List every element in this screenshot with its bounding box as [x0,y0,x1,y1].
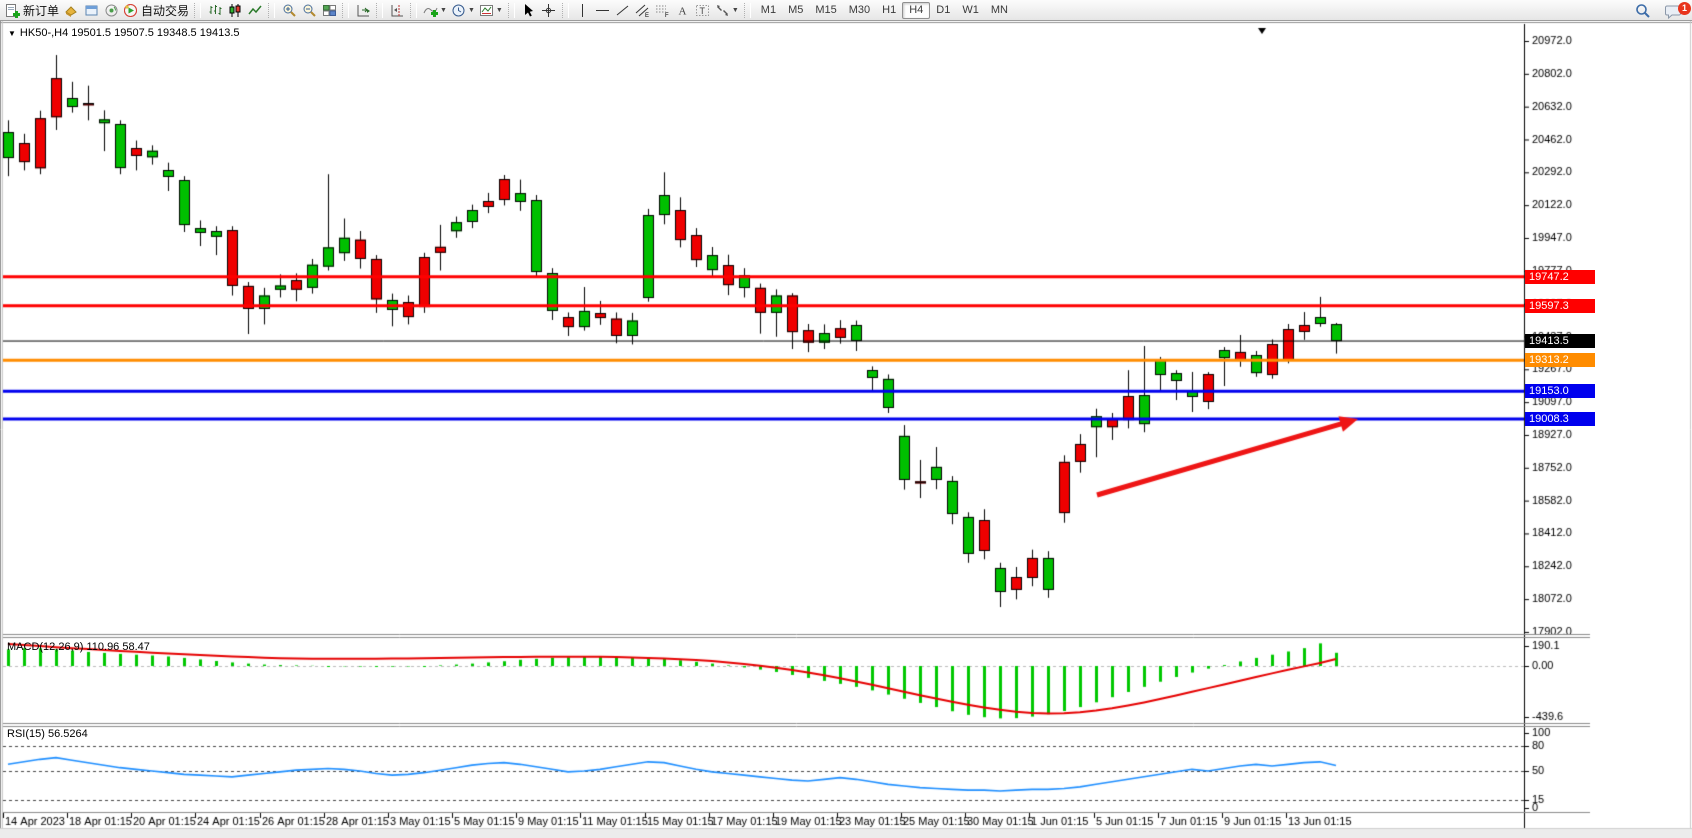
periods-button[interactable]: ▼ [449,1,477,19]
toolbar-separator [268,2,276,18]
text-icon: A [675,3,690,18]
search-button[interactable] [1633,2,1653,20]
signal-button[interactable] [101,1,121,19]
notifications-button[interactable]: 1 [1663,1,1691,20]
chevron-down-icon: ▼ [467,6,475,14]
horizontal-line-icon [595,3,610,18]
indicators-icon [423,3,439,18]
tile-windows-icon [322,3,337,18]
autotrading-icon [123,3,138,18]
candlestick-chart-icon [228,3,243,18]
timeframe-button-m30[interactable]: M30 [848,4,871,16]
zoom-in-icon [282,3,297,18]
templates-icon [479,3,494,18]
new-order-label: 新订单 [23,3,60,18]
timeframe-group: M1 M5 M15 M30 H1 H4 D1 W1 MN [755,1,1014,19]
toolbar: 新订单 自动交易 ▼ ▼ ▼ E F A T ▼ M1 M5 M15 M30 H1 H4 D… [0,0,1692,21]
notification-badge: 1 [1678,1,1691,15]
price-label-19747.2: 19747.2 [1525,269,1595,284]
candlestick-chart-button[interactable] [225,1,245,19]
timeframe-button-m5[interactable]: M5 [788,4,804,16]
svg-text:A: A [679,5,687,17]
toolbar-separator [194,2,202,18]
timeframe-button-h1[interactable]: H1 [882,4,897,16]
price-chart-canvas[interactable] [0,21,1692,838]
price-label-19413.5: 19413.5 [1525,334,1595,349]
chart-shift-button[interactable] [387,1,407,19]
clock-icon [451,3,466,18]
quotes-button[interactable] [61,1,81,19]
bar-chart-button[interactable] [205,1,225,19]
zoom-in-button[interactable] [279,1,299,19]
quotes-icon [64,3,79,18]
svg-text:E: E [645,13,649,18]
timeframe-button-d1[interactable]: D1 [936,4,951,16]
equidistant-channel-icon: E [635,3,650,18]
fibonacci-icon: F [655,3,670,18]
zoom-out-icon [302,3,317,18]
templates-button[interactable]: ▼ [477,1,505,19]
vertical-line-icon [575,3,590,18]
timeframe-button-h4[interactable]: H4 [902,1,931,19]
line-chart-button[interactable] [245,1,265,19]
toolbar-separator [743,2,751,18]
svg-text:F: F [665,13,669,18]
indicators-button[interactable]: ▼ [421,1,449,19]
arrows-button[interactable]: ▼ [713,1,741,19]
zoom-out-button[interactable] [299,1,319,19]
auto-scroll-button[interactable] [353,1,373,19]
price-label-19597.3: 19597.3 [1525,298,1595,313]
rsi-indicator-label: RSI(15) 56.5264 [7,728,88,740]
window-menu-icon[interactable]: ▼ [8,28,16,38]
fibonacci-button[interactable]: F [653,1,673,19]
timeframe-button-w1[interactable]: W1 [962,4,979,16]
crosshair-button[interactable] [539,1,559,19]
text-label-button[interactable]: T [693,1,713,19]
cursor-icon [521,3,536,18]
toolbar-separator [342,2,350,18]
toolbar-separator [410,2,418,18]
price-label-19313.2: 19313.2 [1525,353,1595,368]
svg-text:T: T [700,6,706,16]
macd-indicator-label: MACD(12,26,9) 110.96 58.47 [7,641,150,653]
timeframe-button-mn[interactable]: MN [990,4,1008,16]
chart-shift-icon [390,3,405,18]
price-label-19153.0: 19153.0 [1525,384,1595,399]
cursor-button[interactable] [519,1,539,19]
search-icon [1635,3,1651,19]
toolbar-separator [561,2,569,18]
chart-title-text: HK50-,H4 19501.5 19507.5 19348.5 19413.5 [19,27,240,39]
chart-title: ▼ HK50-,H4 19501.5 19507.5 19348.5 19413… [8,27,240,39]
tile-windows-button[interactable] [319,1,339,19]
equidistant-channel-button[interactable]: E [633,1,653,19]
bar-chart-icon [208,3,223,18]
chevron-down-icon: ▼ [731,6,739,14]
toolbar-separator [507,2,515,18]
timeframe-button-m15[interactable]: M15 [815,4,837,16]
new-order-icon [5,3,20,18]
window-icon [84,3,99,18]
text-label-icon: T [695,3,710,18]
window-button[interactable] [81,1,101,19]
text-button[interactable]: A [673,1,693,19]
autotrading-button[interactable]: 自动交易 [121,1,191,19]
chart-region: ▼ HK50-,H4 19501.5 19507.5 19348.5 19413… [0,21,1692,838]
line-chart-icon [247,3,263,18]
horizontal-line-button[interactable] [593,1,613,19]
price-label-19008.3: 19008.3 [1525,412,1595,427]
timeframe-button-m1[interactable]: M1 [760,4,777,16]
chevron-down-icon: ▼ [495,6,503,14]
trendline-icon [615,3,630,18]
toolbar-separator [376,2,384,18]
trendline-button[interactable] [613,1,633,19]
crosshair-icon [541,3,556,18]
autotrading-label: 自动交易 [141,3,190,18]
arrows-icon [715,3,730,18]
auto-scroll-icon [356,3,371,18]
chevron-down-icon: ▼ [440,6,447,14]
toolbar-right: 1 [1633,0,1691,21]
signal-icon [104,3,119,18]
vertical-line-button[interactable] [573,1,593,19]
new-order-button[interactable]: 新订单 [3,1,61,19]
